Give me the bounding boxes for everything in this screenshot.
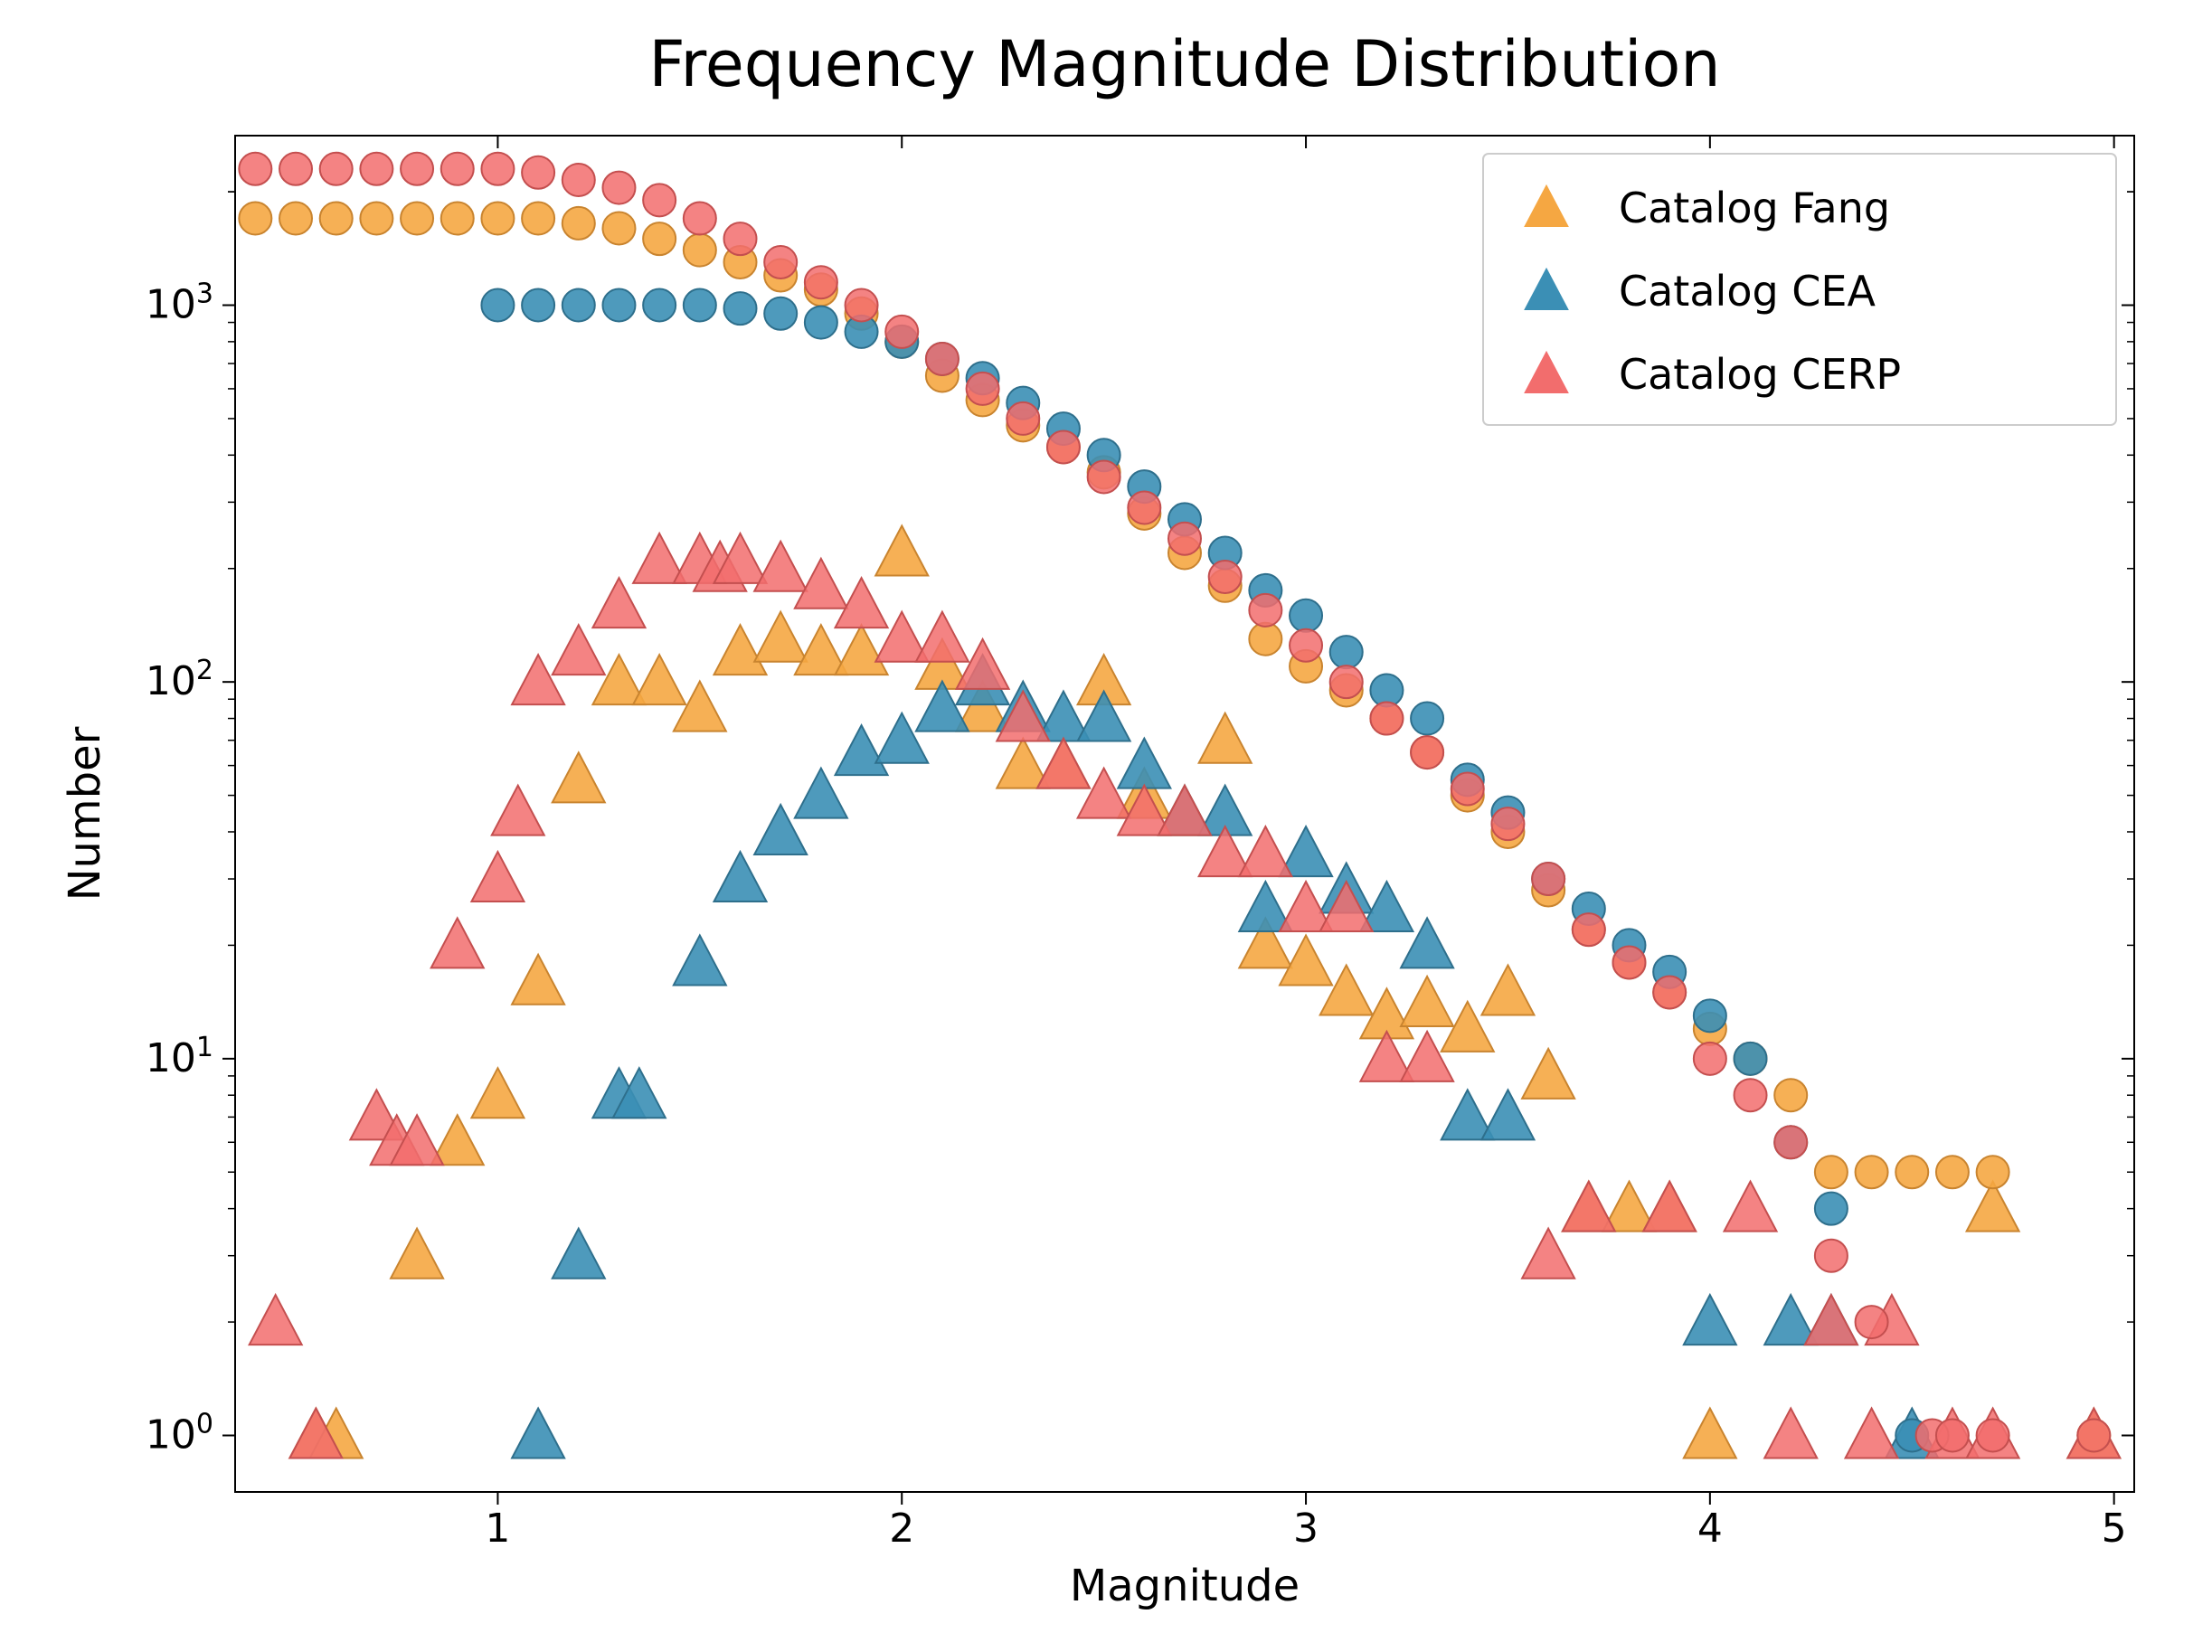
marker-cea_circle — [602, 289, 635, 322]
marker-cerp_circle — [764, 246, 797, 278]
legend-label: Catalog CERP — [1619, 350, 1901, 399]
marker-fang_circle — [441, 202, 474, 234]
marker-cerp_circle — [1290, 629, 1322, 662]
marker-cerp_circle — [1532, 863, 1564, 895]
marker-cerp_circle — [1128, 492, 1160, 524]
marker-cerp_circle — [1815, 1240, 1848, 1272]
marker-cea_circle — [1815, 1193, 1848, 1225]
marker-cerp_circle — [1694, 1043, 1726, 1075]
marker-cea_circle — [724, 292, 757, 325]
marker-fang_circle — [1815, 1156, 1848, 1188]
marker-cerp_circle — [724, 222, 757, 255]
marker-cerp_circle — [1088, 460, 1120, 493]
marker-cea_circle — [684, 289, 716, 322]
marker-fang_circle — [1774, 1079, 1807, 1111]
marker-fang_circle — [1895, 1156, 1928, 1188]
x-tick-label: 4 — [1697, 1506, 1723, 1552]
marker-fang_circle — [481, 202, 514, 234]
marker-cerp_circle — [1330, 666, 1363, 698]
x-tick-label: 5 — [2102, 1506, 2127, 1552]
marker-cerp_circle — [562, 164, 595, 196]
x-tick-label: 2 — [889, 1506, 914, 1552]
marker-cerp_circle — [1168, 523, 1201, 555]
marker-cerp_circle — [1411, 736, 1443, 769]
scatter-chart: 12345100101102103MagnitudeNumberFrequenc… — [0, 0, 2212, 1652]
marker-cea_circle — [805, 307, 837, 339]
marker-cerp_circle — [967, 373, 999, 405]
marker-cea_circle — [1735, 1043, 1767, 1075]
marker-fang_circle — [320, 202, 353, 234]
marker-cerp_circle — [1977, 1420, 2009, 1452]
marker-cerp_circle — [1249, 594, 1281, 627]
marker-cerp_circle — [805, 266, 837, 298]
marker-cerp_circle — [1856, 1306, 1888, 1338]
marker-cerp_circle — [602, 172, 635, 204]
marker-cerp_circle — [2077, 1420, 2110, 1452]
x-tick-label: 1 — [485, 1506, 510, 1552]
marker-fang_circle — [602, 212, 635, 244]
marker-cerp_circle — [1612, 946, 1645, 978]
marker-fang_circle — [1977, 1156, 2009, 1188]
marker-fang_circle — [562, 207, 595, 240]
marker-cerp_circle — [643, 184, 676, 216]
marker-cerp_circle — [1735, 1079, 1767, 1111]
marker-fang_circle — [401, 202, 433, 234]
marker-fang_circle — [684, 234, 716, 267]
marker-cea_circle — [1330, 636, 1363, 668]
marker-cea_circle — [764, 297, 797, 330]
marker-fang_circle — [1249, 623, 1281, 656]
marker-cerp_circle — [441, 153, 474, 185]
chart-container: 12345100101102103MagnitudeNumberFrequenc… — [0, 0, 2212, 1652]
marker-fang_circle — [643, 222, 676, 255]
marker-fang_circle — [239, 202, 271, 234]
marker-cerp_circle — [1573, 913, 1605, 946]
marker-cea_circle — [1694, 999, 1726, 1032]
marker-cea_circle — [1411, 703, 1443, 735]
marker-cea_circle — [643, 289, 676, 322]
marker-fang_circle — [279, 202, 312, 234]
marker-fang_circle — [360, 202, 392, 234]
marker-cerp_circle — [684, 202, 716, 234]
x-tick-label: 3 — [1293, 1506, 1319, 1552]
marker-cerp_circle — [1047, 430, 1080, 463]
marker-cerp_circle — [401, 153, 433, 185]
marker-cerp_circle — [1491, 807, 1524, 840]
marker-fang_circle — [522, 202, 554, 234]
marker-cerp_circle — [360, 153, 392, 185]
marker-cerp_circle — [1936, 1420, 1969, 1452]
y-axis-label: Number — [60, 726, 110, 901]
marker-fang_circle — [1856, 1156, 1888, 1188]
marker-cea_circle — [562, 289, 595, 322]
marker-cerp_circle — [1370, 703, 1403, 735]
marker-cea_circle — [1290, 599, 1322, 632]
marker-cerp_circle — [279, 153, 312, 185]
chart-title: Frequency Magnitude Distribution — [648, 27, 1720, 101]
marker-cerp_circle — [1451, 772, 1484, 805]
x-axis-label: Magnitude — [1070, 1561, 1300, 1611]
marker-cerp_circle — [481, 153, 514, 185]
marker-cerp_circle — [846, 289, 878, 322]
legend-label: Catalog Fang — [1619, 184, 1890, 232]
marker-cerp_circle — [885, 316, 918, 348]
marker-cerp_circle — [522, 156, 554, 189]
marker-cerp_circle — [926, 343, 959, 375]
legend-label: Catalog CEA — [1619, 267, 1876, 316]
marker-cerp_circle — [1209, 561, 1242, 593]
marker-cerp_circle — [1653, 976, 1686, 1008]
marker-cea_circle — [481, 289, 514, 322]
marker-cerp_circle — [1774, 1126, 1807, 1158]
marker-cea_circle — [522, 289, 554, 322]
marker-cerp_circle — [1007, 402, 1039, 435]
marker-cerp_circle — [320, 153, 353, 185]
marker-cerp_circle — [239, 153, 271, 185]
marker-fang_circle — [1936, 1156, 1969, 1188]
